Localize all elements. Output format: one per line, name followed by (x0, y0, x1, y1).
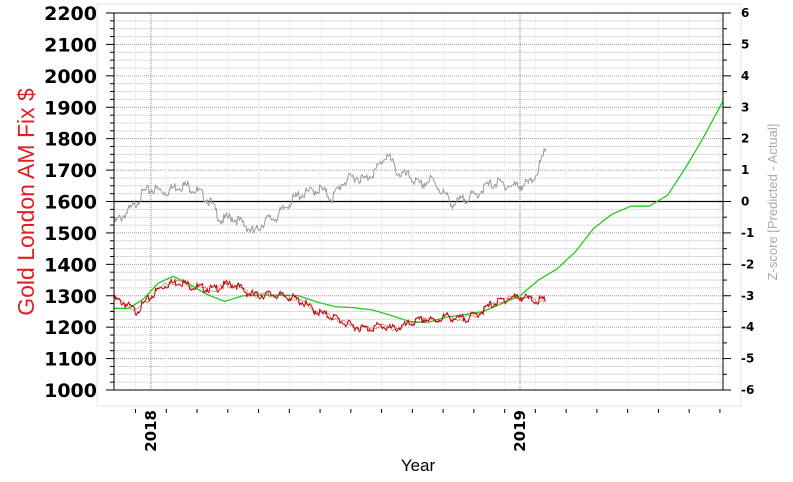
right-tick-label: 4 (741, 69, 749, 83)
x-tick-label: 2019 (511, 410, 529, 452)
x-axis-label: Year (401, 456, 436, 475)
right-tick-label: -1 (741, 226, 754, 240)
predicted-series (114, 100, 724, 324)
left-tick-label: 1000 (44, 380, 97, 402)
right-tick-label: -3 (741, 289, 754, 303)
tick-marks (106, 12, 731, 413)
y-axis-left-label: Gold London AM Fix $ (13, 88, 39, 316)
series-layer (113, 100, 724, 333)
right-tick-label: 2 (741, 132, 749, 146)
left-tick-label: 1500 (44, 223, 97, 245)
right-tick-label: -6 (741, 383, 754, 397)
left-tick-label: 1300 (44, 286, 97, 308)
left-tick-label: 2000 (44, 66, 97, 88)
x-tick-labels: 2018 2019 (142, 410, 529, 452)
right-tick-label: -2 (741, 257, 754, 271)
right-tick-labels: 6 5 4 3 2 1 0 -1 -2 -3 -4 -5 -6 (741, 6, 754, 397)
x-tick-label: 2018 (142, 410, 160, 452)
left-tick-label: 2100 (44, 34, 97, 56)
left-tick-label: 2200 (44, 3, 97, 25)
zscore-series (113, 147, 547, 234)
right-tick-label: 0 (741, 195, 749, 209)
y-axis-right-label: Z-score [Predicted - Actual] (765, 124, 780, 281)
right-tick-label: 3 (741, 100, 749, 114)
outer-frame (96, 3, 742, 407)
left-tick-label: 1600 (44, 192, 97, 214)
right-tick-label: 1 (741, 163, 749, 177)
left-tick-label: 1200 (44, 317, 97, 339)
gold-price-series (113, 277, 546, 333)
right-tick-label: 5 (741, 37, 749, 51)
right-tick-label: 6 (741, 6, 749, 20)
left-tick-labels: 2200 2100 2000 1900 1800 1700 1600 1500 1400 1300… (44, 3, 97, 402)
left-tick-label: 1100 (44, 349, 97, 371)
right-tick-label: -5 (741, 352, 754, 366)
left-tick-label: 1800 (44, 129, 97, 151)
left-tick-label: 1900 (44, 97, 97, 119)
left-tick-label: 1400 (44, 254, 97, 276)
outer-border (96, 3, 742, 407)
grid (114, 12, 723, 391)
right-tick-label: -4 (741, 320, 754, 334)
gold-price-trace (113, 279, 547, 332)
left-tick-label: 1700 (44, 160, 97, 182)
